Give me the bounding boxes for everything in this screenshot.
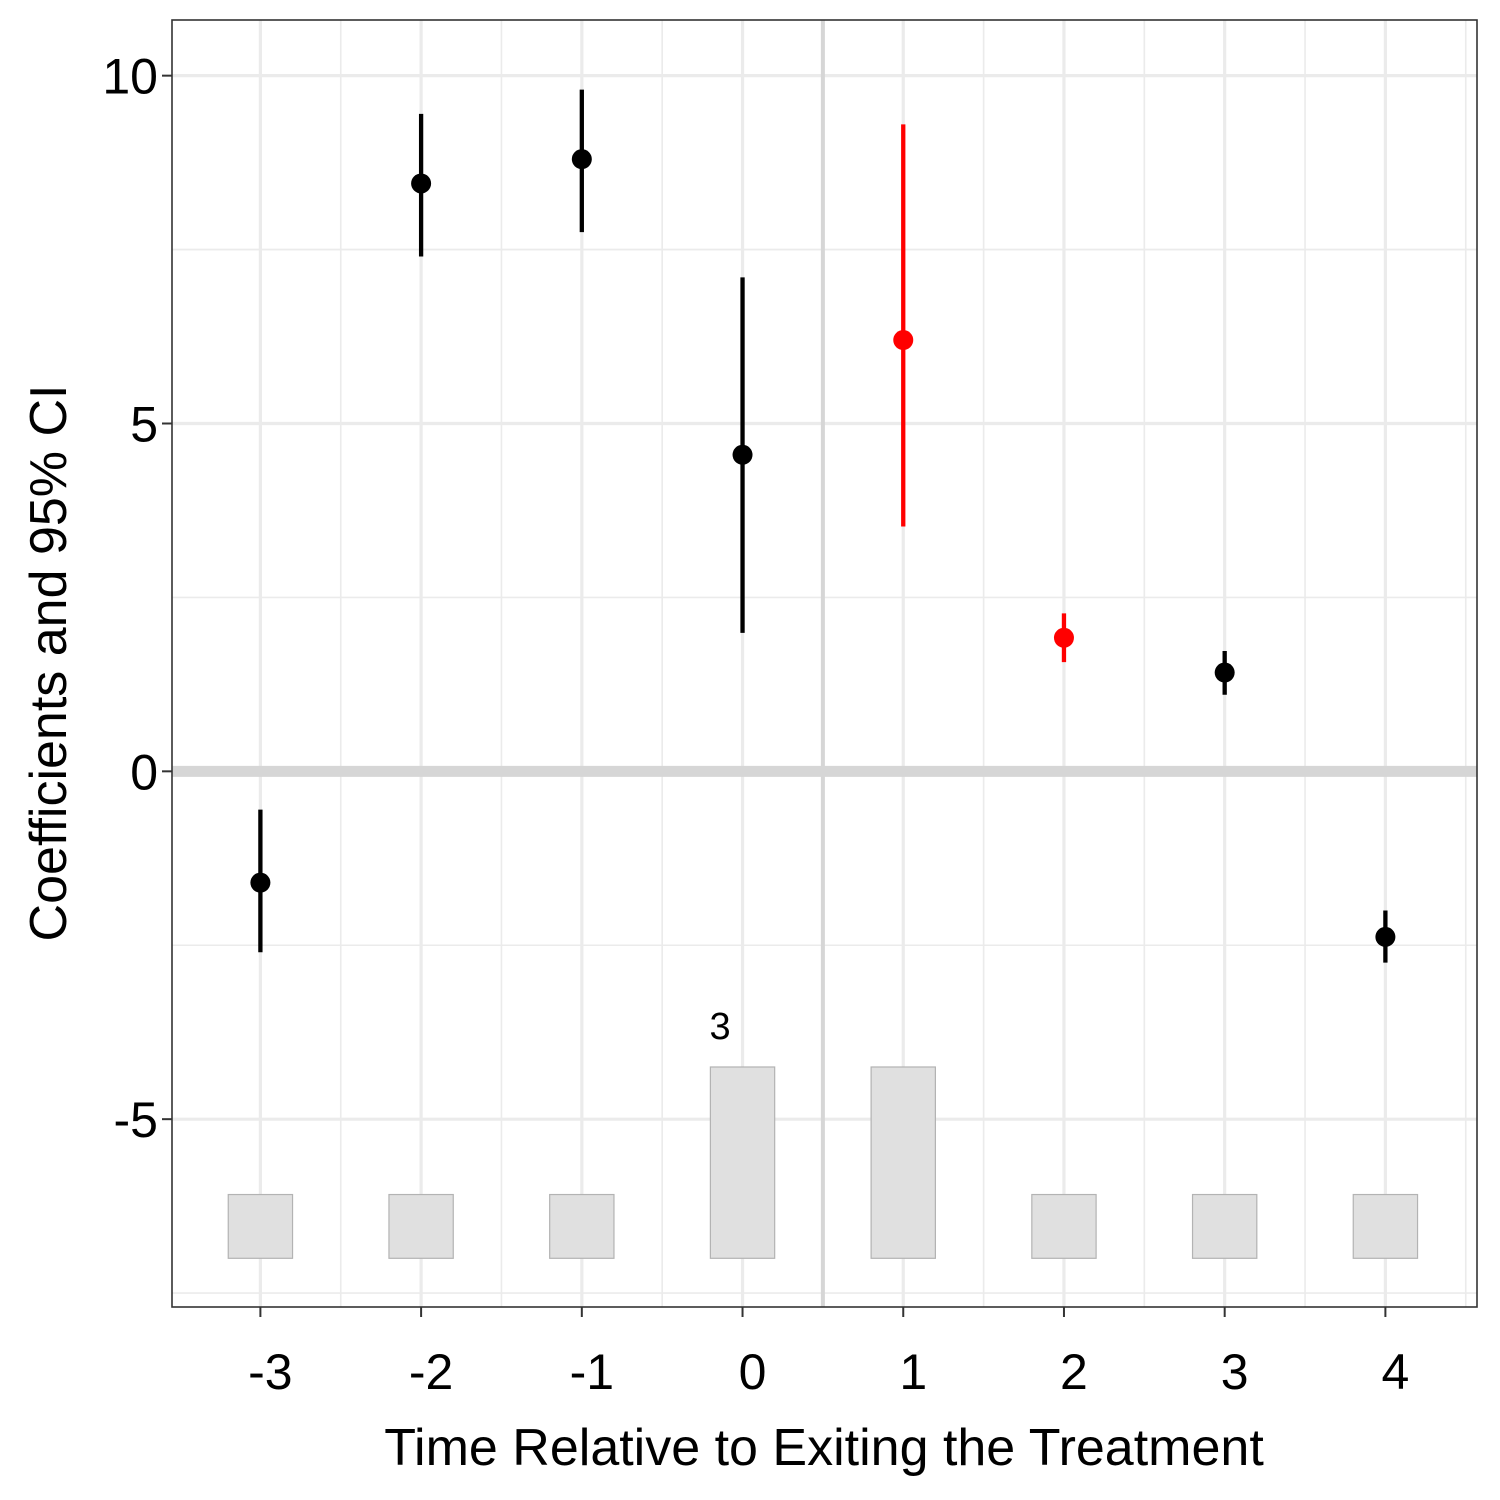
estimate-point: [1214, 662, 1235, 683]
y-tick-label: 10: [102, 49, 158, 105]
x-tick-label: -2: [409, 1344, 453, 1400]
estimate-point: [1053, 627, 1074, 648]
x-tick-label: 4: [1381, 1344, 1409, 1400]
count-bar: [227, 1193, 294, 1259]
plot-border: [171, 19, 1478, 1308]
count-bar: [549, 1193, 615, 1259]
y-tick-label: 5: [130, 396, 158, 452]
count-bar: [388, 1193, 454, 1259]
count-bars: [227, 1066, 1419, 1259]
estimate-point: [571, 149, 592, 170]
x-tick-label: -1: [570, 1344, 614, 1400]
x-tick-label: 1: [899, 1344, 927, 1400]
x-axis-title: Time Relative to Exiting the Treatment: [384, 1419, 1264, 1477]
count-bar: [1191, 1193, 1258, 1259]
estimate-point: [732, 444, 753, 465]
y-tick-label: 0: [130, 744, 158, 800]
count-bar: [1352, 1193, 1419, 1259]
x-tick-label: -3: [248, 1344, 292, 1400]
x-tick-label: 3: [1221, 1344, 1249, 1400]
estimate-point: [250, 872, 271, 893]
count-bar: [709, 1066, 776, 1259]
estimate-point: [411, 173, 432, 194]
y-axis-title: Coefficients and 95% CI: [20, 385, 78, 942]
x-tick-label: 0: [739, 1344, 767, 1400]
estimate-point: [893, 330, 914, 351]
count-bar: [870, 1066, 936, 1259]
estimates: [250, 89, 1396, 963]
reference-lines: [172, 20, 1477, 1307]
count-bar: [1031, 1193, 1097, 1259]
count-annotation: 3: [709, 1006, 730, 1048]
y-tick-label: -5: [114, 1092, 158, 1148]
x-tick-label: 2: [1060, 1344, 1088, 1400]
estimate-point: [1375, 926, 1396, 947]
axes: -5 0 5 10 -3 -2 -1 0 1 2 3 4: [102, 49, 1409, 1400]
